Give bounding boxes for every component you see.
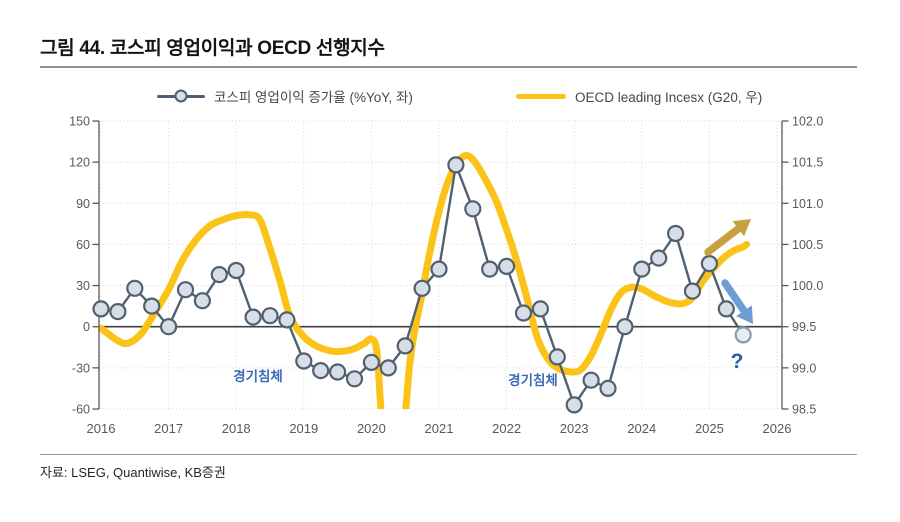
legend-label-oecd: OECD leading Incesx (G20, 우) bbox=[575, 90, 763, 105]
y-left-tick-label: -30 bbox=[72, 361, 90, 375]
kospi-marker bbox=[464, 200, 482, 218]
kospi-marker-swatch-icon bbox=[174, 89, 188, 103]
kospi-marker bbox=[514, 304, 533, 322]
y-left-tick-label: 0 bbox=[83, 320, 90, 334]
x-axis-year-label: 2016 bbox=[87, 421, 116, 436]
y-right-tick-label: 99.0 bbox=[792, 361, 816, 375]
kospi-marker bbox=[565, 396, 583, 414]
x-axis-year-label: 2021 bbox=[425, 421, 454, 436]
kospi-marker bbox=[616, 318, 634, 336]
kospi-marker bbox=[413, 279, 431, 297]
oecd-line-swatch-icon bbox=[516, 93, 566, 99]
y-right-tick-label: 100.0 bbox=[792, 279, 823, 293]
kospi-marker bbox=[295, 352, 313, 370]
kospi-marker bbox=[143, 297, 161, 315]
legend-label-kospi: 코스피 영업이익 증가율 (%YoY, 좌) bbox=[214, 90, 413, 105]
y-left-tick-label: 90 bbox=[76, 197, 90, 211]
recession-label-1: 경기침체 bbox=[233, 369, 283, 384]
kospi-marker bbox=[481, 260, 499, 278]
kospi-marker bbox=[176, 281, 195, 299]
x-axis-year-label: 2023 bbox=[560, 421, 589, 436]
y-right-tick-label: 99.5 bbox=[792, 320, 816, 334]
y-right-tick-label: 101.0 bbox=[792, 197, 823, 211]
kospi-marker bbox=[109, 303, 127, 321]
kospi-marker bbox=[683, 282, 702, 300]
kospi-marker bbox=[160, 318, 178, 336]
kospi-marker bbox=[261, 307, 279, 325]
x-axis-year-label: 2017 bbox=[154, 421, 183, 436]
x-axis-year-label: 2020 bbox=[357, 421, 386, 436]
kospi-marker bbox=[244, 308, 262, 326]
kospi-marker bbox=[498, 257, 516, 275]
question-mark-label: ? bbox=[730, 350, 744, 373]
source-text: 자료: LSEG, Quantiwise, KB증권 bbox=[40, 465, 226, 480]
y-left-tick-label: 150 bbox=[69, 115, 90, 129]
kospi-marker bbox=[548, 348, 566, 366]
kospi-marker bbox=[666, 224, 685, 243]
x-axis-year-label: 2026 bbox=[763, 421, 792, 436]
kospi-marker-estimate bbox=[734, 326, 752, 344]
down-right-arrow-icon-head bbox=[736, 305, 753, 324]
kospi-marker bbox=[126, 279, 144, 297]
down-right-arrow-icon bbox=[721, 279, 748, 315]
legend-item-kospi: 코스피 영업이익 증가율 (%YoY, 좌) bbox=[157, 87, 413, 105]
figure-title: 그림 44. 코스피 영업이익과 OECD 선행지수 bbox=[40, 38, 385, 59]
x-axis-year-label: 2022 bbox=[492, 421, 521, 436]
kospi-marker bbox=[531, 300, 550, 318]
kospi-marker bbox=[430, 260, 448, 278]
up-right-arrow-icon bbox=[704, 224, 743, 256]
kospi-marker bbox=[650, 249, 668, 267]
source-divider bbox=[40, 454, 857, 455]
x-axis-year-label: 2025 bbox=[695, 421, 724, 436]
kospi-marker bbox=[312, 362, 330, 380]
y-right-tick-label: 102.0 bbox=[792, 115, 823, 129]
x-axis-year-label: 2019 bbox=[289, 421, 318, 436]
legend-item-oecd: OECD leading Incesx (G20, 우) bbox=[516, 87, 762, 105]
kospi-marker bbox=[362, 353, 380, 371]
y-left-tick-label: 60 bbox=[76, 238, 90, 252]
x-axis-year-label: 2024 bbox=[627, 421, 656, 436]
y-right-tick-label: 98.5 bbox=[792, 403, 816, 417]
y-left-tick-label: 30 bbox=[76, 279, 90, 293]
kospi-marker bbox=[329, 363, 347, 381]
kospi-marker bbox=[278, 311, 296, 329]
kospi-marker bbox=[92, 300, 110, 318]
up-right-arrow-icon-head bbox=[732, 219, 751, 237]
title-divider bbox=[40, 66, 857, 68]
recession-label-2: 경기침체 bbox=[508, 373, 558, 388]
y-left-tick-label: -60 bbox=[72, 403, 90, 417]
y-right-tick-label: 100.5 bbox=[792, 238, 823, 252]
kospi-marker bbox=[379, 359, 397, 377]
kospi-marker bbox=[717, 300, 735, 318]
kospi-marker bbox=[582, 371, 600, 389]
kospi-marker bbox=[599, 379, 617, 397]
kospi-line-swatch-icon bbox=[157, 89, 205, 103]
oecd-leading-index-line bbox=[99, 151, 751, 409]
kospi-marker bbox=[210, 266, 228, 284]
kospi-marker bbox=[700, 255, 719, 273]
y-left-tick-label: 120 bbox=[69, 156, 90, 170]
axes: 150 120 90 60 30 0 -30 -60 102.0 101.5 101.0 100.5 1… bbox=[69, 115, 823, 437]
kospi-marker bbox=[345, 370, 364, 388]
kospi-marker bbox=[633, 260, 651, 278]
kospi-marker bbox=[227, 261, 245, 280]
kospi-marker bbox=[193, 292, 211, 310]
kospi-marker bbox=[447, 156, 465, 174]
x-axis-year-label: 2018 bbox=[222, 421, 251, 436]
kospi-marker bbox=[396, 337, 414, 355]
y-right-tick-label: 101.5 bbox=[792, 156, 823, 170]
